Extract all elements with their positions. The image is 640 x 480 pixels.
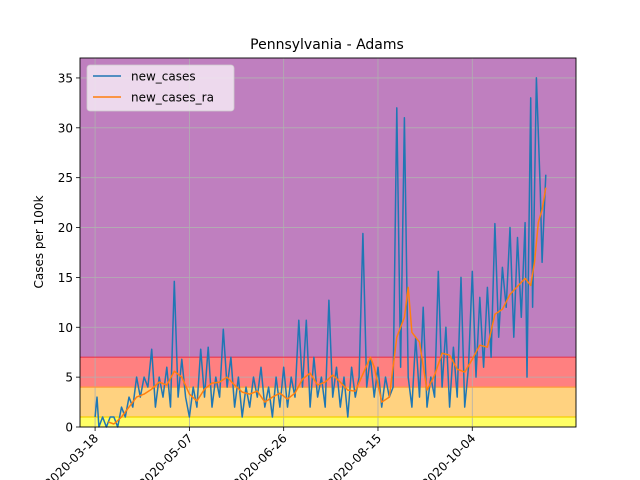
legend-label-new_cases: new_cases <box>131 70 196 84</box>
legend-label-new_cases_ra: new_cases_ra <box>131 91 214 105</box>
threshold-lines <box>80 356 576 418</box>
series-line-new_cases_ra <box>108 187 547 425</box>
y-tick-label: 5 <box>65 371 73 385</box>
plot-area <box>79 57 577 428</box>
y-axis-label: Cases per 100k <box>32 195 46 288</box>
x-tick-label: 2020-10-04 <box>419 431 478 480</box>
x-tick-label: 2020-06-26 <box>231 431 290 480</box>
y-tick-label: 0 <box>65 421 73 435</box>
legend-box <box>86 64 235 112</box>
y-tick-label: 20 <box>58 221 73 235</box>
x-tick-label: 2020-05-07 <box>136 431 195 480</box>
series-lines <box>94 77 547 428</box>
plot-frame <box>79 57 577 428</box>
risk-bands <box>80 58 576 427</box>
series-line-new_cases <box>94 77 547 428</box>
y-tick-label: 30 <box>58 121 73 135</box>
y-tick-label: 35 <box>58 71 73 85</box>
band-0 <box>80 417 576 427</box>
y-tick-label: 10 <box>58 321 73 335</box>
x-tick-label: 2020-08-15 <box>325 431 384 480</box>
legend: new_cases new_cases_ra <box>86 64 235 112</box>
chart-title: Pennsylvania - Adams <box>250 37 404 53</box>
y-tick-label: 25 <box>58 171 73 185</box>
y-axis: 0 5 10 15 20 25 30 35 <box>58 71 80 435</box>
x-axis: 2020-03-18 2020-05-07 2020-06-26 2020-08-15… <box>42 427 478 480</box>
x-tick-label: 2020-03-18 <box>42 431 101 480</box>
y-tick-label: 15 <box>58 271 73 285</box>
band-2 <box>80 357 576 388</box>
